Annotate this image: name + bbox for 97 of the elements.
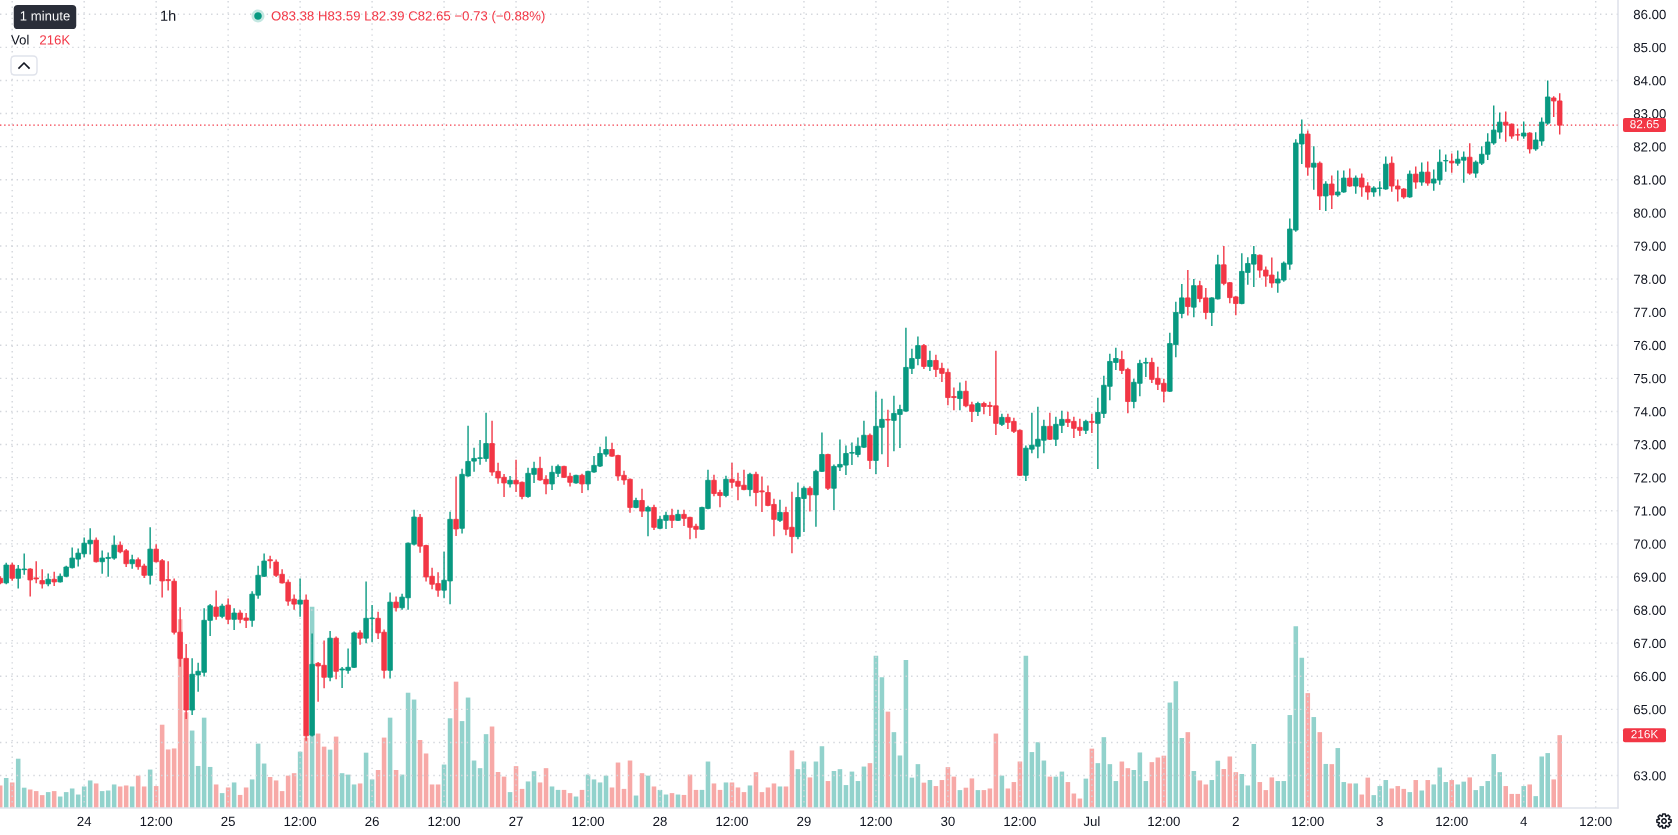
candlestick — [1047, 412, 1053, 440]
x-tick-label: 12:00 — [860, 816, 892, 827]
candlestick — [1329, 175, 1335, 209]
y-tick-label: 63.00 — [1633, 771, 1666, 781]
y-tick-label: 80.00 — [1633, 208, 1666, 218]
bar — [1449, 780, 1455, 808]
candlestick — [639, 488, 645, 518]
y-tick-label: 84.00 — [1633, 76, 1666, 86]
candlestick — [651, 504, 657, 530]
x-tick-label: 12:00 — [284, 816, 317, 827]
y-tick-label: 76.00 — [1633, 340, 1666, 351]
candlestick — [3, 562, 9, 585]
y-tick-label: 75.00 — [1633, 373, 1666, 384]
x-tick-label: 12:00 — [1292, 816, 1324, 827]
x-tick-label: 2 — [1232, 816, 1239, 826]
bar — [1407, 792, 1413, 808]
candlestick — [807, 486, 813, 512]
y-tick-label: 79.00 — [1633, 241, 1666, 251]
candlestick — [1425, 161, 1431, 186]
candlestick — [1185, 270, 1191, 316]
y-tick-label: 77.00 — [1633, 307, 1666, 318]
candlestick — [921, 343, 927, 370]
bar — [1425, 780, 1431, 808]
x-tick-label: 4 — [1520, 816, 1528, 826]
candlestick — [1191, 279, 1197, 318]
x-tick-label: 12:00 — [428, 816, 461, 827]
y-tick-label: 86.00 — [1633, 9, 1666, 20]
x-tick-label: 12:00 — [1580, 816, 1612, 827]
ref-line-label: 82.65 — [1630, 119, 1659, 129]
y-tick-label: 68.00 — [1633, 605, 1666, 615]
candlestick — [129, 554, 135, 569]
y-tick-label: 69.00 — [1633, 572, 1666, 582]
annotation: 1 minute — [20, 10, 70, 21]
candlestick — [225, 598, 231, 624]
candlestick — [1467, 143, 1473, 175]
candlestick — [213, 590, 219, 620]
y-tick-label: 81.00 — [1633, 175, 1666, 185]
bar — [1413, 780, 1419, 808]
x-tick-label: 12:00 — [716, 816, 748, 827]
candlestick — [297, 578, 303, 617]
x-tick-label: 12:00 — [572, 816, 605, 827]
candlestick — [1419, 162, 1425, 186]
bar — [1521, 786, 1527, 808]
candlestick — [1311, 146, 1317, 190]
x-tick-label: Jul — [1083, 816, 1100, 827]
y-tick-label: 78.00 — [1633, 274, 1666, 284]
candlestick — [1323, 181, 1329, 211]
candlestick — [885, 409, 891, 468]
x-tick-label: 12:00 — [140, 816, 173, 827]
candlestick — [39, 569, 45, 589]
candlestick — [1527, 132, 1533, 154]
candlestick — [93, 537, 99, 563]
x-tick-label: 12:00 — [1148, 816, 1180, 827]
x-tick-label: 3 — [1376, 816, 1383, 827]
candlestick — [1413, 166, 1419, 189]
y-tick-label: 83.00 — [1633, 109, 1666, 119]
x-tick-label: 27 — [509, 816, 523, 826]
candlestick — [669, 508, 675, 528]
bar — [1527, 784, 1533, 808]
x-tick-label: 12:00 — [1436, 816, 1468, 827]
y-tick-label: 72.00 — [1633, 473, 1666, 483]
candlestick — [267, 555, 273, 569]
y-tick-label: 66.00 — [1633, 671, 1666, 682]
candlestick — [231, 608, 237, 630]
candlestick — [927, 350, 933, 372]
x-tick-label: 28 — [653, 816, 667, 827]
candlestick — [747, 472, 753, 497]
annotation: Vol — [11, 34, 29, 45]
annotation: 216K — [40, 35, 71, 45]
y-tick-label: 71.00 — [1633, 506, 1666, 516]
x-tick-label: 25 — [221, 816, 235, 827]
y-tick-label: 74.00 — [1633, 407, 1666, 417]
x-tick-label: 26 — [365, 816, 379, 827]
y-tick-label: 82.00 — [1633, 142, 1666, 152]
x-tick-label: 29 — [797, 816, 811, 827]
text: O83.38 H83.59 L82.39 C82.65 −0.73 (−0.88%) — [271, 10, 545, 24]
y-tick-label: 65.00 — [1633, 704, 1666, 715]
x-tick-label: 12:00 — [1004, 816, 1036, 827]
y-tick-label: 85.00 — [1633, 42, 1666, 53]
candlestick — [723, 475, 729, 498]
candlestick — [645, 505, 651, 537]
candlestick — [51, 571, 57, 586]
y-tick-label: 73.00 — [1633, 440, 1666, 450]
bar — [1419, 790, 1425, 808]
candlestick — [957, 382, 963, 411]
text: 216K — [1631, 729, 1659, 739]
text: 1h — [161, 10, 176, 21]
candlestick — [507, 475, 513, 488]
x-tick-label: 30 — [941, 816, 955, 827]
y-tick-label: 70.00 — [1633, 539, 1666, 549]
candlestick — [453, 476, 459, 536]
x-tick-label: 24 — [77, 816, 92, 826]
candlestick — [777, 499, 783, 523]
candlestick — [1407, 170, 1413, 198]
y-tick-label: 67.00 — [1633, 638, 1666, 649]
bar — [1467, 777, 1473, 808]
candlestick — [1089, 413, 1095, 433]
